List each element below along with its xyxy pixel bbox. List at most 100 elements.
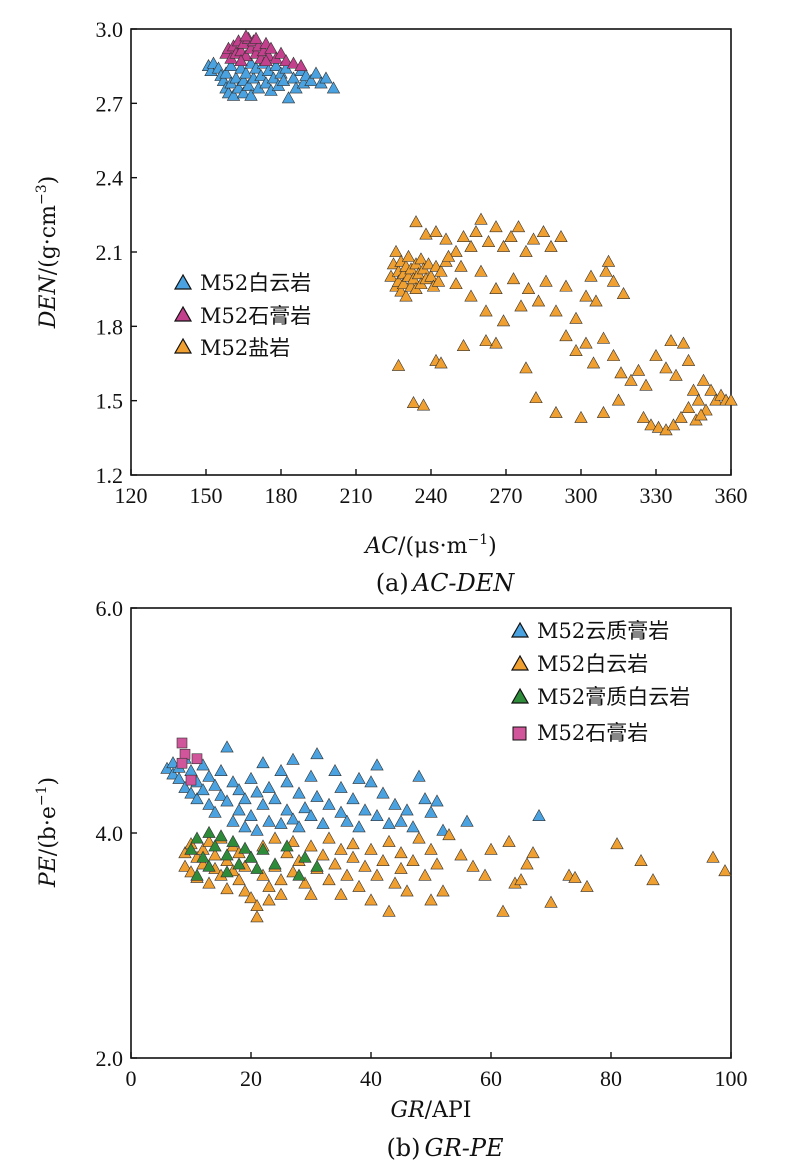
- data-point: [519, 361, 533, 374]
- plot-frame-a: [130, 28, 732, 476]
- data-point: [434, 264, 448, 277]
- data-point: [232, 783, 246, 796]
- data-point: [292, 820, 306, 833]
- data-point: [316, 848, 330, 861]
- data-point: [430, 794, 444, 807]
- data-point: [412, 769, 426, 782]
- data-point: [276, 73, 291, 86]
- data-point: [436, 823, 450, 836]
- data-point: [579, 336, 593, 349]
- data-point: [238, 792, 252, 805]
- caption-b: (b) GR-PE: [386, 1134, 504, 1162]
- data-point: [224, 59, 238, 72]
- data-point: [179, 748, 191, 760]
- data-point: [382, 904, 396, 917]
- data-point: [298, 850, 312, 863]
- legend-marker-dolomitic-gypsum: [510, 621, 530, 638]
- data-point: [424, 269, 438, 282]
- data-point: [382, 834, 396, 847]
- data-point: [236, 86, 251, 99]
- data-point: [220, 848, 234, 861]
- y-tick-label: 2.7: [96, 91, 124, 116]
- data-point: [370, 809, 384, 821]
- series-2-points: [184, 825, 324, 881]
- data-point: [262, 879, 276, 892]
- data-point: [185, 774, 197, 786]
- caption-b-title: GR-PE: [425, 1134, 505, 1162]
- data-point: [328, 764, 342, 776]
- data-point: [259, 54, 273, 67]
- data-point: [256, 756, 270, 769]
- data-point: [310, 747, 324, 760]
- data-point: [196, 758, 210, 771]
- data-point: [388, 797, 402, 810]
- data-point: [454, 259, 468, 272]
- data-point: [599, 264, 613, 277]
- data-point: [334, 780, 348, 793]
- data-point: [226, 814, 240, 827]
- data-point: [631, 363, 646, 376]
- data-point: [409, 215, 423, 228]
- data-point: [424, 805, 438, 818]
- data-point: [214, 788, 228, 801]
- data-point: [520, 857, 534, 870]
- series-1-points: [178, 828, 732, 923]
- data-point: [496, 314, 511, 327]
- data-point: [238, 841, 252, 854]
- x-tick-label: 80: [600, 1066, 622, 1091]
- data-point: [286, 812, 300, 825]
- data-point: [636, 410, 651, 423]
- data-point: [394, 846, 408, 859]
- data-point: [346, 850, 360, 863]
- y-tick-label: 4.0: [96, 821, 124, 846]
- data-point: [310, 859, 324, 872]
- data-point: [718, 864, 732, 877]
- data-point: [489, 336, 503, 349]
- data-point: [441, 249, 456, 262]
- data-point: [496, 239, 511, 252]
- legend-label-gypsum: M52石膏岩: [200, 304, 311, 328]
- series-1-points: [219, 29, 308, 72]
- data-point: [504, 230, 518, 242]
- data-point: [220, 865, 234, 878]
- data-point: [449, 277, 463, 290]
- data-point: [249, 31, 263, 44]
- data-point: [634, 854, 648, 866]
- data-point: [559, 329, 573, 342]
- x-tick-label: 240: [415, 483, 448, 508]
- data-point: [376, 854, 390, 866]
- data-point: [464, 289, 478, 302]
- data-point: [309, 66, 323, 79]
- data-point: [400, 884, 414, 897]
- legend-marker-salt: [173, 337, 193, 354]
- data-point: [226, 834, 240, 847]
- data-point: [202, 797, 216, 810]
- data-point: [706, 850, 720, 863]
- data-point: [606, 348, 621, 361]
- data-point: [686, 383, 701, 396]
- legend-item-salt: M52盐岩: [173, 336, 290, 360]
- data-point: [322, 797, 336, 810]
- data-point: [489, 220, 503, 233]
- data-point: [460, 814, 474, 827]
- data-point: [549, 304, 563, 317]
- data-point: [418, 792, 432, 805]
- data-point: [454, 848, 468, 861]
- data-point: [279, 54, 293, 67]
- data-point: [208, 848, 222, 861]
- data-point: [310, 789, 324, 802]
- data-point: [416, 398, 431, 411]
- data-point: [364, 893, 378, 906]
- legend-label-dolomitic-gypsum: M52云质膏岩: [537, 619, 669, 643]
- data-point: [256, 797, 270, 810]
- data-point: [529, 391, 543, 404]
- data-point: [646, 873, 660, 886]
- x-axis-label-a-unit: /(μs·m: [398, 534, 468, 559]
- data-point: [401, 249, 416, 262]
- y-axis-label-a-unit: /(g·cm: [36, 205, 61, 275]
- data-point: [304, 887, 318, 900]
- data-point: [281, 91, 296, 104]
- data-point: [244, 88, 258, 101]
- data-point: [239, 29, 253, 42]
- x-tick-label: 40: [360, 1066, 382, 1091]
